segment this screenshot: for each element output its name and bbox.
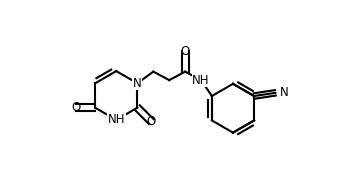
Text: NH: NH — [108, 113, 125, 126]
Text: O: O — [147, 115, 156, 128]
Text: O: O — [181, 45, 190, 58]
Text: N: N — [280, 86, 289, 99]
Text: N: N — [133, 77, 142, 90]
Text: O: O — [71, 101, 81, 114]
Text: NH: NH — [192, 74, 210, 87]
